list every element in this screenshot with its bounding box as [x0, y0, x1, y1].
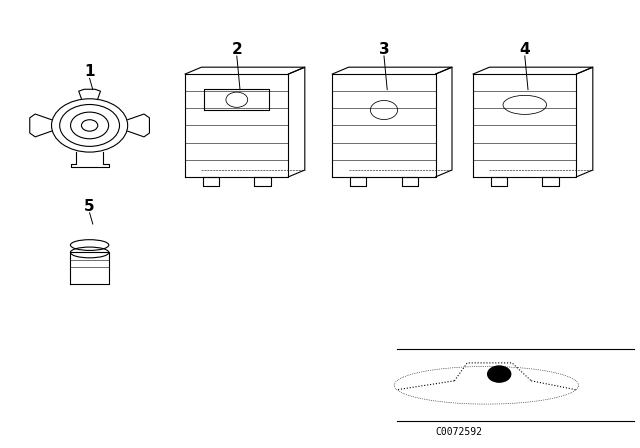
Text: C0072592: C0072592: [435, 427, 482, 437]
Text: 5: 5: [84, 198, 95, 214]
Text: 4: 4: [520, 42, 530, 57]
Text: 1: 1: [84, 64, 95, 79]
Text: 3: 3: [379, 42, 389, 57]
Circle shape: [488, 366, 511, 382]
Text: 2: 2: [232, 42, 242, 57]
